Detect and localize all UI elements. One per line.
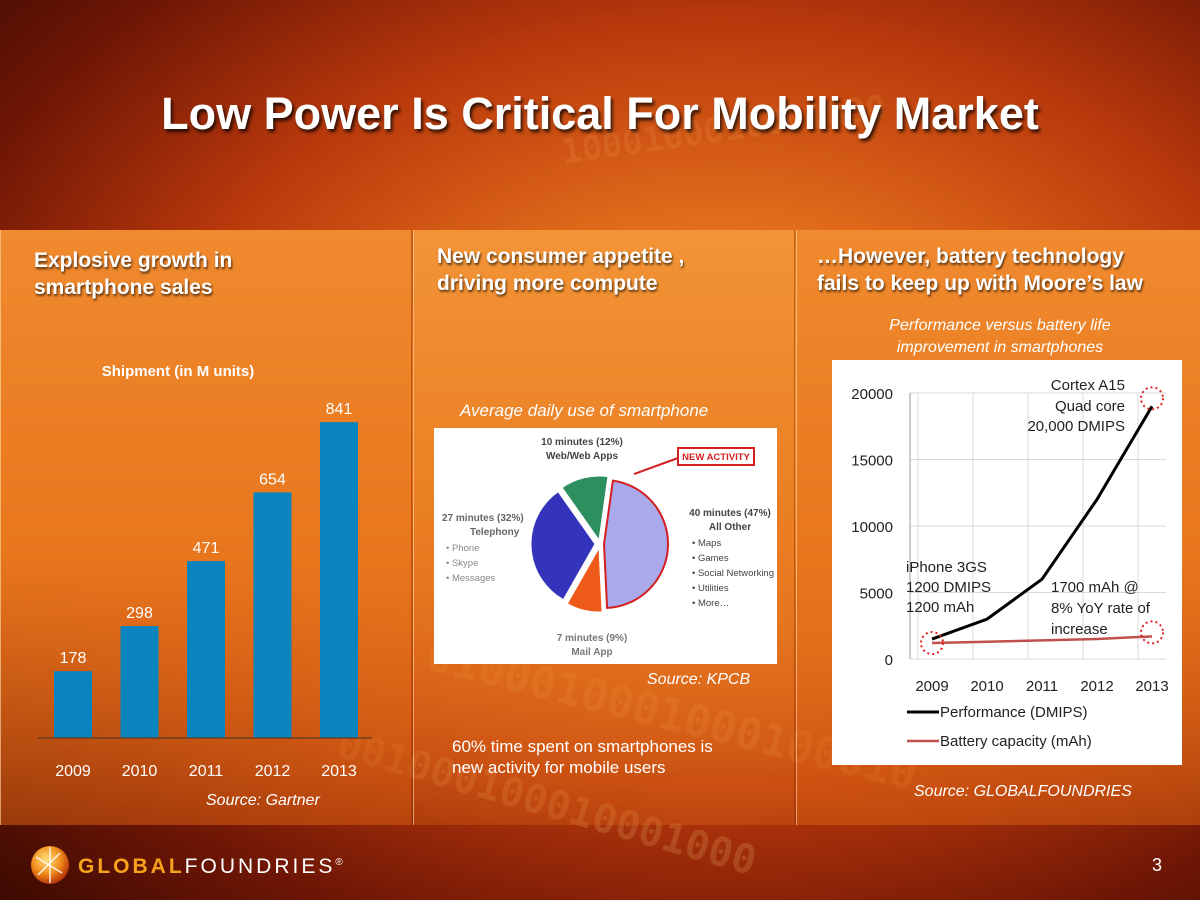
logo-registered-mark: ®	[335, 857, 346, 868]
line-chart-box: 0 5000 10000 15000 20000 2009 2010 2011 2012 2013…	[832, 360, 1182, 765]
bar-category-label: 2012	[255, 763, 291, 780]
line-y-tick: 5000	[860, 586, 893, 603]
bar-2013	[320, 422, 358, 738]
line-chart-caption-line2: improvement in smartphones	[896, 339, 1104, 356]
bar-2010	[120, 626, 159, 738]
panel1-heading-line2: smartphone sales	[34, 276, 213, 299]
daily-use-pie-chart: 10 minutes (12%) Web/Web Apps NEW ACTIVITY…	[442, 437, 774, 658]
annotation-text: 1700 mAh @	[1051, 579, 1139, 596]
bar-category-label: 2009	[55, 763, 91, 780]
pie-slice	[561, 475, 609, 542]
line-series-0	[931, 405, 1154, 641]
panel2-note-line2: new activity for mobile users	[452, 758, 666, 777]
line-chart-caption: Performance versus battery life improvem…	[800, 315, 1200, 359]
pie-label: Web/Web Apps	[546, 451, 618, 462]
line-x-tick: 2010	[970, 678, 1003, 695]
pie-caption: Average daily use of smartphone	[460, 401, 709, 420]
panel1-heading: Explosive growth in smartphone sales	[34, 247, 232, 301]
bar-category-label: 2011	[189, 763, 224, 780]
bar-chart-title: Shipment (in M units)	[102, 363, 254, 380]
pie-label: All Other	[709, 522, 751, 533]
bar-value-label: 841	[326, 401, 353, 418]
annotation-text: increase	[1051, 621, 1108, 638]
bar-2012	[253, 492, 292, 738]
bar-category-label: 2010	[122, 763, 158, 780]
bar-value-label: 654	[259, 471, 286, 488]
logo-text-global: GLOBAL	[78, 855, 185, 878]
panel2-heading-line2: driving more compute	[437, 272, 658, 295]
pie-item: • More…	[692, 598, 729, 609]
panel1-heading-line1: Explosive growth in	[34, 249, 233, 272]
line-x-tick: 2011	[1026, 678, 1058, 695]
annotation-text: iPhone 3GS	[906, 559, 987, 576]
line-x-tick: 2013	[1135, 678, 1168, 695]
bar-2011	[187, 561, 225, 738]
highlight-circle	[1140, 386, 1164, 411]
line-chart-caption-line1: Performance versus battery life	[889, 317, 1111, 334]
line-y-tick: 20000	[851, 386, 893, 403]
annotation-text: 20,000 DMIPS	[1027, 418, 1125, 435]
pie-item: • Social Networking	[692, 568, 774, 579]
panel2-heading-line1: New consumer appetite ,	[437, 245, 685, 268]
highlight-circle	[1140, 620, 1164, 645]
pie-label: Telephony	[470, 527, 520, 538]
pie-item: • Messages	[446, 573, 496, 584]
pie-item: • Phone	[446, 543, 479, 554]
annotation-text: Quad core	[1055, 398, 1125, 415]
pie-slice	[602, 479, 669, 609]
pie-label: 27 minutes (32%)	[442, 513, 524, 524]
bar-value-label: 471	[193, 540, 220, 557]
page-number: 3	[1152, 855, 1163, 875]
pie-item: • Games	[692, 553, 729, 564]
panel3-source: Source: GLOBALFOUNDRIES	[914, 783, 1132, 800]
pie-label: Mail App	[571, 647, 612, 658]
highlight-circle	[920, 631, 944, 656]
line-series-1	[931, 635, 1153, 645]
new-activity-callout-text: NEW ACTIVITY	[682, 452, 750, 463]
panel2-heading: New consumer appetite , driving more com…	[437, 243, 684, 297]
bar-2009	[54, 671, 92, 738]
panel2-note: 60% time spent on smartphones is new act…	[452, 736, 713, 778]
panel2-source: Source: KPCB	[647, 671, 751, 688]
pie-slice	[566, 546, 603, 613]
line-x-tick: 2012	[1080, 678, 1113, 695]
logo-text-foundries: FOUNDRIES	[184, 855, 336, 878]
new-activity-callout-box	[677, 447, 755, 466]
panel3-heading: …However, battery technology fails to ke…	[817, 243, 1143, 297]
callout-connector	[633, 457, 679, 475]
performance-battery-line-chart: 0 5000 10000 15000 20000 2009 2010 2011 2012 2013…	[851, 377, 1168, 750]
bar-category-label: 2013	[321, 763, 357, 780]
annotation-text: Cortex A15	[1051, 377, 1125, 394]
slide-title: Low Power Is Critical For Mobility Marke…	[161, 88, 1039, 139]
annotation-text: 1200 DMIPS	[906, 579, 991, 596]
pie-slice	[530, 490, 596, 601]
globalfoundries-logo-icon	[31, 846, 69, 884]
pie-label: 10 minutes (12%)	[541, 437, 623, 448]
pie-label: 40 minutes (47%)	[689, 508, 771, 519]
legend-label: Battery capacity (mAh)	[940, 733, 1092, 750]
pie-item: • Maps	[692, 538, 721, 549]
annotation-text: 8% YoY rate of	[1051, 600, 1151, 617]
panel2-note-line1: 60% time spent on smartphones is	[452, 737, 713, 756]
globalfoundries-wordmark: GLOBALFOUNDRIES®	[78, 855, 346, 879]
bar-value-label: 298	[126, 605, 153, 622]
bar-value-label: 178	[60, 650, 87, 667]
pie-item: • Utilities	[692, 583, 729, 594]
annotation-text: 1200 mAh	[906, 599, 974, 616]
line-y-tick: 0	[885, 652, 893, 669]
legend-label: Performance (DMIPS)	[940, 704, 1088, 721]
panel3-heading-line1: …However, battery technology	[817, 245, 1124, 268]
line-x-tick: 2009	[915, 678, 948, 695]
line-y-tick: 15000	[851, 453, 893, 470]
line-y-tick: 10000	[851, 519, 893, 536]
shipment-bar-chart: Shipment (in M units) 178 2009 298 2010 471 20…	[38, 363, 372, 780]
panel1-source: Source: Gartner	[206, 792, 320, 809]
panel3-heading-line2: fails to keep up with Moore’s law	[817, 272, 1143, 295]
pie-label: 7 minutes (9%)	[557, 633, 628, 644]
pie-item: • Skype	[446, 558, 478, 569]
pie-chart-box: 10 minutes (12%) Web/Web Apps NEW ACTIVITY…	[434, 428, 777, 664]
